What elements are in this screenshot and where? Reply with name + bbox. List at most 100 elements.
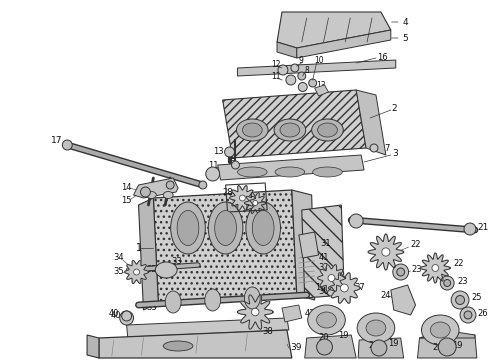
Circle shape — [456, 296, 465, 305]
Text: 1: 1 — [136, 243, 142, 253]
Polygon shape — [318, 265, 345, 291]
Text: 37: 37 — [354, 284, 365, 292]
Circle shape — [134, 269, 140, 275]
Ellipse shape — [252, 211, 274, 246]
Text: 35: 35 — [147, 266, 157, 274]
Circle shape — [278, 65, 288, 75]
Circle shape — [349, 214, 363, 228]
Circle shape — [253, 201, 258, 206]
Circle shape — [62, 140, 72, 150]
Text: 5: 5 — [403, 33, 409, 42]
Text: 12: 12 — [271, 59, 281, 68]
Polygon shape — [218, 155, 364, 180]
Circle shape — [309, 79, 317, 87]
Polygon shape — [299, 232, 318, 258]
Ellipse shape — [215, 211, 237, 246]
Ellipse shape — [246, 202, 280, 254]
Circle shape — [432, 265, 439, 271]
Text: 19: 19 — [452, 342, 463, 351]
Ellipse shape — [237, 119, 268, 141]
Text: 13: 13 — [213, 147, 223, 156]
Text: 20: 20 — [318, 333, 329, 342]
Circle shape — [460, 307, 476, 323]
Text: 22: 22 — [453, 258, 464, 267]
Circle shape — [298, 72, 306, 80]
Ellipse shape — [366, 320, 386, 336]
Ellipse shape — [280, 123, 300, 137]
Polygon shape — [356, 90, 386, 155]
Polygon shape — [358, 338, 404, 358]
Circle shape — [206, 167, 220, 181]
Text: 17: 17 — [51, 135, 63, 144]
Text: 35: 35 — [114, 267, 124, 276]
Text: 3: 3 — [392, 149, 397, 158]
Circle shape — [451, 291, 469, 309]
Polygon shape — [419, 330, 475, 338]
Polygon shape — [277, 12, 391, 48]
Ellipse shape — [421, 315, 459, 345]
Polygon shape — [328, 273, 360, 303]
Text: 25: 25 — [471, 293, 482, 302]
Circle shape — [371, 340, 387, 356]
Circle shape — [438, 338, 456, 356]
Circle shape — [397, 268, 405, 276]
Circle shape — [298, 82, 307, 91]
Polygon shape — [420, 253, 450, 283]
Ellipse shape — [238, 167, 267, 177]
Ellipse shape — [165, 291, 181, 313]
Text: 23: 23 — [412, 266, 422, 274]
Text: 34: 34 — [114, 253, 124, 262]
Text: 20: 20 — [432, 343, 443, 352]
Text: 13: 13 — [317, 81, 326, 90]
Polygon shape — [124, 261, 148, 283]
Circle shape — [122, 311, 132, 321]
Circle shape — [393, 264, 409, 280]
Polygon shape — [99, 330, 292, 358]
Text: 14: 14 — [121, 183, 131, 192]
Text: 31: 31 — [320, 239, 331, 248]
Polygon shape — [417, 335, 477, 358]
Ellipse shape — [308, 305, 345, 335]
Ellipse shape — [208, 202, 243, 254]
Ellipse shape — [275, 167, 305, 177]
Ellipse shape — [155, 262, 177, 278]
Text: 23: 23 — [457, 278, 468, 287]
Polygon shape — [282, 305, 302, 322]
Circle shape — [231, 161, 240, 169]
Text: 11: 11 — [208, 161, 218, 170]
Ellipse shape — [243, 123, 262, 137]
Circle shape — [317, 339, 332, 355]
Circle shape — [291, 64, 299, 72]
Circle shape — [120, 311, 134, 325]
Ellipse shape — [163, 192, 173, 198]
Text: 32: 32 — [318, 264, 329, 273]
Circle shape — [141, 187, 150, 197]
Polygon shape — [87, 335, 99, 358]
Polygon shape — [134, 178, 178, 198]
Text: 2: 2 — [392, 104, 397, 113]
Text: 11: 11 — [271, 72, 281, 81]
Text: 4: 4 — [403, 18, 408, 27]
Text: 42: 42 — [305, 309, 315, 318]
Polygon shape — [245, 193, 266, 213]
Circle shape — [199, 181, 207, 189]
Text: 33: 33 — [171, 257, 182, 266]
Polygon shape — [222, 90, 366, 158]
Text: 15: 15 — [121, 195, 131, 204]
Ellipse shape — [147, 192, 156, 198]
Circle shape — [224, 147, 235, 157]
Text: 22: 22 — [411, 239, 421, 248]
Polygon shape — [153, 190, 297, 303]
Text: 21: 21 — [477, 222, 488, 231]
Polygon shape — [368, 234, 404, 270]
Text: 36: 36 — [318, 288, 329, 297]
Text: 10: 10 — [315, 55, 324, 64]
Circle shape — [464, 223, 476, 235]
Circle shape — [444, 279, 451, 287]
Polygon shape — [126, 318, 289, 337]
Polygon shape — [229, 186, 255, 210]
Ellipse shape — [245, 287, 260, 309]
Polygon shape — [315, 85, 328, 96]
Text: 9: 9 — [299, 55, 304, 64]
Polygon shape — [139, 198, 158, 310]
